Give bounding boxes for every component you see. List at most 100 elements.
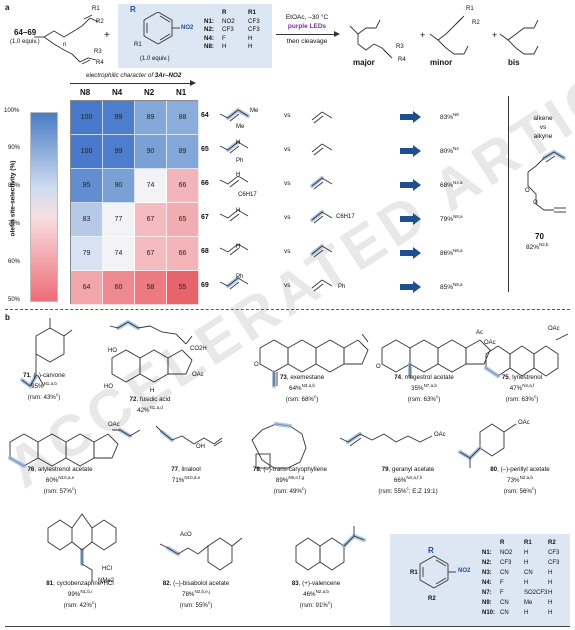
heatmap-cell: 58	[135, 271, 167, 305]
compound-70-num: 70	[535, 232, 544, 241]
row-label-h: H	[236, 244, 241, 250]
rsm-sup: c	[531, 486, 535, 492]
table-cell: CF3	[500, 560, 512, 566]
product-minor: minor	[430, 58, 453, 67]
vs-label: vs	[284, 146, 291, 153]
compound-number: 82	[162, 580, 170, 587]
y-axis-label: olefin site-selectivity (%)	[9, 160, 17, 237]
heatmap-cell: 74	[135, 169, 167, 203]
compound-label: geranyl acetate	[392, 466, 435, 473]
yield-sup: N1,a,d	[149, 405, 163, 410]
heatmap-cell: 55	[167, 271, 199, 305]
compound-caption: 79, geranyl acetate 66%N4,a,f,h (rsm: 55%c…	[363, 466, 453, 496]
compound-yield: 47%N4,a,f	[477, 382, 567, 393]
rsm-sup: c	[55, 392, 59, 398]
ytick-100: 100%	[4, 108, 20, 114]
table-header-r: R	[222, 9, 227, 16]
compound-name: 74, megestrol acetate	[394, 374, 454, 381]
compound-name: 71, (–)-carvone	[23, 372, 65, 379]
table-cell: H	[222, 43, 227, 50]
compound-caption: 71, (–)-carvone 95%N1,a,b (rsm: 43%c)	[0, 372, 89, 402]
c73-o: O	[254, 362, 259, 368]
compound-label: (+)-valencene	[302, 580, 341, 587]
compound-number: 78	[253, 466, 260, 473]
panel-separator	[5, 309, 570, 310]
c72-co2h: CO2H	[190, 346, 207, 352]
ring-r1: R1	[410, 570, 418, 576]
yield-value: 35%	[411, 385, 424, 393]
c74-oac: OAc	[484, 340, 496, 346]
c81-nme2: NMe2	[98, 578, 115, 584]
products-structures	[349, 15, 539, 59]
table-header: R	[500, 540, 505, 546]
site-selectivity-result: 86%N8,a	[440, 248, 463, 257]
result-sup: N8,a	[453, 248, 463, 253]
table-cell: N1:	[482, 550, 492, 556]
site-selectivity-result: 68%N4,a	[440, 180, 463, 189]
compound-70-sup: N2,b	[539, 242, 549, 247]
col-header-n2: N2	[144, 88, 155, 97]
compound-yield: 71%N10,d,e	[141, 474, 231, 485]
heatmap-cell: 90	[103, 169, 135, 203]
rsm-value: (rsm: 55%	[378, 488, 407, 496]
reagent-table: R R1 N1: NO2 CF3 N2: CF3 CF3 N4: F H N8: H H	[204, 9, 270, 52]
table-cell: CN	[500, 570, 509, 576]
electrophilic-label: electrophilic character of 3Ar–NO2	[86, 72, 181, 79]
compound-name: 80, (–)-perillyl acetate	[490, 466, 550, 473]
rsm-sup: c	[313, 394, 317, 400]
table-corner	[482, 538, 500, 548]
table-cell: NO2	[222, 17, 235, 25]
heatmap-cell: 90	[135, 135, 167, 169]
result-arrow-icon	[400, 145, 422, 159]
yield-sup: N4,a,f,h	[406, 475, 423, 480]
result-sup: N4	[453, 146, 459, 151]
compound-yield: 60%N10,a,e	[15, 474, 105, 485]
compound-label: cyclobenzaprine•HCl	[56, 580, 114, 587]
product-r4: R4	[398, 57, 406, 63]
row-id: 66	[201, 180, 209, 187]
heatmap-cell: 99	[103, 101, 135, 135]
col-header-n4: N4	[112, 88, 123, 97]
c79-oac: OAc	[434, 432, 446, 438]
struct-label-r4: R4	[96, 60, 104, 66]
product-bis: bis	[508, 58, 520, 67]
compound-number: 80	[490, 466, 498, 473]
side-title-vs: vs	[539, 124, 547, 131]
rsm-sup: c	[301, 486, 305, 492]
rsm-value: (rsm: 55%	[179, 602, 208, 610]
yield-value: 60%	[45, 477, 59, 485]
compound-yield: 95%N1,a,b	[0, 380, 89, 391]
compound-name: 75, lynestrenol	[501, 374, 543, 381]
compound-label: (–)-trans-caryophyllene	[263, 466, 327, 473]
compound-yield: 46%N2,a,b	[271, 588, 361, 599]
compound-70-structure	[527, 149, 566, 213]
compound-yield: 99%N1,b,i	[35, 588, 125, 599]
table-cell: H	[248, 43, 253, 50]
compound-yield: 89%N8,e,f,g	[245, 474, 335, 485]
rsm-sup: c	[91, 600, 95, 606]
compound-70-o1: O	[525, 188, 530, 194]
compound-caption: 77, linalool 71%N10,d,e	[141, 466, 231, 485]
row-label-ph: Ph	[236, 158, 244, 164]
site-selectivity-result: 79%N8,a	[440, 214, 463, 223]
table-cell: N4:	[204, 34, 214, 42]
heatmap-cell: 89	[167, 135, 199, 169]
c76-oac: OAc	[108, 422, 120, 428]
compound-caption: 73, exemestane 64%N3,a,b (rsm: 68%c)	[257, 374, 347, 404]
rsm-sup: c	[71, 486, 75, 492]
product-plus-2: +	[492, 30, 498, 40]
side-title-alkyne: alkyne	[533, 133, 553, 140]
substrate-ids: 64–69	[14, 28, 37, 37]
ytick-50: 50%	[8, 297, 21, 303]
table-cell: N2:	[204, 26, 214, 33]
table-cell: N9:	[482, 600, 492, 606]
vs-label: vs	[284, 180, 291, 187]
row-id: 69	[201, 282, 209, 289]
heatmap-cell: 66	[167, 169, 199, 203]
heatmap-cell: 77	[103, 203, 135, 237]
compound-70-yield: 82%	[526, 244, 540, 252]
table-cell: H	[524, 610, 529, 616]
c72-h: H	[150, 388, 155, 394]
yield-value: 47%	[509, 385, 523, 393]
heatmap-grid: 100 99 89 88 100 99 90 89 95 90 74 66 83 77 67 65 79 74 67…	[70, 100, 199, 305]
